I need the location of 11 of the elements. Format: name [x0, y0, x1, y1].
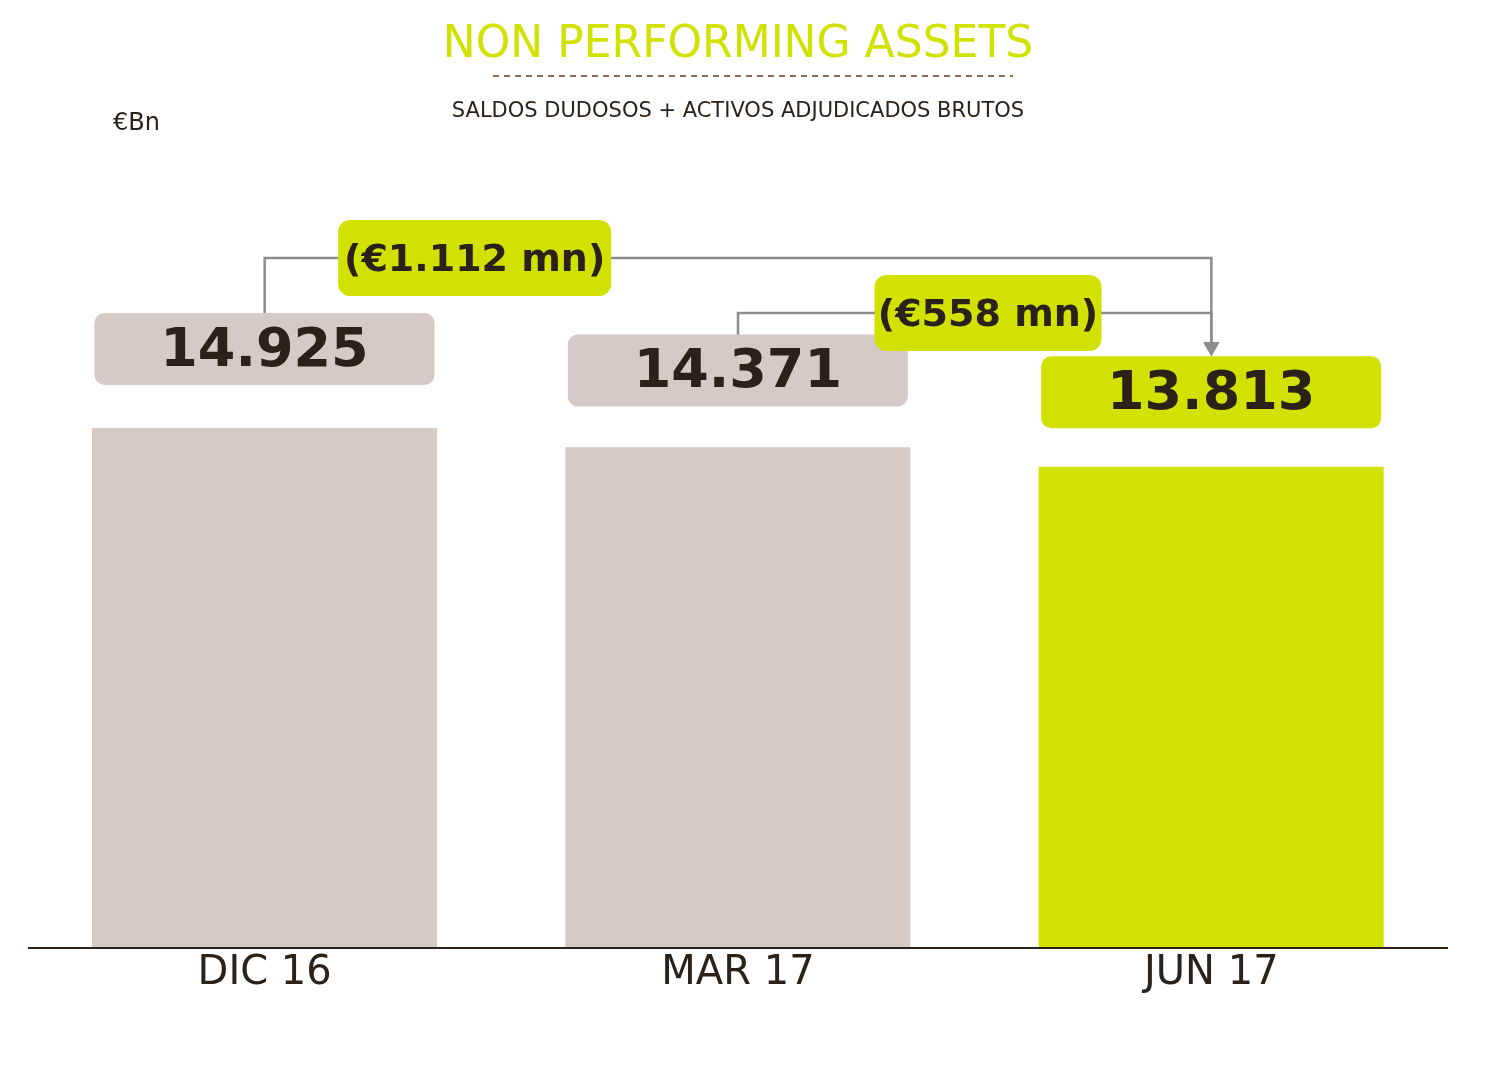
data-label: 13.813: [1106, 358, 1316, 422]
chart-subtitle: SALDOS DUDOSOS + ACTIVOS ADJUDICADOS BRUTOS: [451, 98, 1025, 122]
x-tick-label: MAR 17: [661, 947, 815, 994]
chart-title: NON PERFORMING ASSETS: [441, 16, 1035, 67]
x-tick-label: DIC 16: [197, 947, 332, 994]
text: (€558 mn): [877, 290, 1099, 335]
text: €Bn: [113, 108, 160, 136]
data-label: 14.371: [633, 337, 843, 401]
text: (€1.112 mn): [344, 235, 606, 280]
x-tick-label: JUN 17: [1141, 947, 1279, 994]
data-label: 14.925: [160, 315, 369, 379]
